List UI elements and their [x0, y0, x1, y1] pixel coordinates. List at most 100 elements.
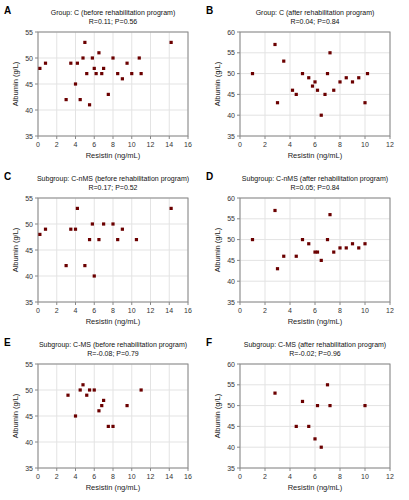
point — [251, 72, 254, 75]
tick-mark — [237, 94, 240, 95]
point — [328, 213, 331, 216]
point — [81, 383, 84, 386]
tick-mark — [35, 442, 38, 443]
point — [326, 238, 329, 241]
point — [116, 238, 119, 241]
tick-mark — [35, 302, 38, 303]
point — [97, 51, 100, 54]
grid-line — [265, 32, 266, 136]
point — [326, 383, 329, 386]
panel: 024681012354045505560Resistin (ng/mL)Alb… — [206, 171, 394, 326]
tick-mark — [35, 32, 38, 33]
tick-label: 55 — [25, 195, 33, 202]
plot-frame — [240, 198, 390, 302]
tick-mark — [365, 302, 366, 305]
tick-mark — [290, 468, 291, 471]
grid-line — [240, 115, 390, 116]
tick-mark — [35, 136, 38, 137]
point — [363, 101, 366, 104]
tick-mark — [35, 58, 38, 59]
tick-mark — [113, 468, 114, 471]
point — [38, 67, 41, 70]
tick-mark — [188, 468, 189, 471]
tick-label: 60 — [227, 361, 235, 368]
tick-mark — [237, 115, 240, 116]
tick-label: 45 — [25, 413, 33, 420]
tick-label: 50 — [25, 55, 33, 62]
point — [363, 242, 366, 245]
point — [79, 98, 82, 101]
tick-label: 8 — [111, 473, 115, 480]
tick-label: 16 — [184, 141, 192, 148]
tick-mark — [56, 136, 57, 139]
tick-label: 0 — [238, 307, 242, 314]
point — [88, 388, 91, 391]
point — [88, 238, 91, 241]
point — [125, 404, 128, 407]
tick-label: 35 — [25, 299, 33, 306]
point — [320, 446, 323, 449]
tick-mark — [390, 136, 391, 139]
grid-line — [340, 198, 341, 302]
tick-mark — [365, 136, 366, 139]
y-axis-label: Albumin (g/L) — [11, 227, 20, 272]
point — [338, 246, 341, 249]
grid-line — [38, 250, 188, 251]
panel-title: Subgroup: C-nMS (after rehabilitation pr… — [242, 175, 388, 191]
tick-label: 12 — [147, 141, 155, 148]
point — [74, 82, 77, 85]
tick-mark — [35, 110, 38, 111]
panel-title: Group: C (after rehabilitation program)R… — [256, 9, 375, 25]
tick-label: 12 — [147, 307, 155, 314]
tick-mark — [35, 390, 38, 391]
point — [66, 394, 69, 397]
point — [83, 264, 86, 267]
tick-label: 12 — [386, 307, 394, 314]
points — [66, 383, 142, 428]
tick-mark — [290, 136, 291, 139]
tick-mark — [340, 468, 341, 471]
tick-mark — [237, 218, 240, 219]
figure: 02468101214163540455055Resistin (ng/mL)A… — [0, 0, 409, 500]
tick-mark — [56, 302, 57, 305]
tick-label: 0 — [36, 307, 40, 314]
tick-mark — [150, 468, 151, 471]
point — [366, 72, 369, 75]
tick-mark — [113, 302, 114, 305]
point — [345, 76, 348, 79]
point — [93, 67, 96, 70]
y-axis-label: Albumin (g/L) — [11, 61, 20, 106]
tick-mark — [365, 468, 366, 471]
tick-mark — [131, 302, 132, 305]
tick-label: 8 — [111, 141, 115, 148]
tick-label: 35 — [227, 299, 235, 306]
tick-mark — [237, 447, 240, 448]
point — [69, 62, 72, 65]
panel: 02468101214163540455055Resistin (ng/mL)A… — [4, 337, 192, 492]
grid-line — [38, 84, 188, 85]
x-axis-label: Resistin (ng/mL) — [288, 483, 343, 492]
grid-line — [240, 447, 390, 448]
point — [91, 222, 94, 225]
point — [65, 264, 68, 267]
point — [320, 114, 323, 117]
grid-line — [365, 32, 366, 136]
tick-mark — [113, 136, 114, 139]
point — [323, 93, 326, 96]
tick-label: 2 — [263, 473, 267, 480]
tick-mark — [169, 136, 170, 139]
grid-line — [340, 32, 341, 136]
tick-mark — [265, 136, 266, 139]
point — [316, 89, 319, 92]
point — [85, 72, 88, 75]
tick-mark — [390, 302, 391, 305]
point — [326, 72, 329, 75]
tick-mark — [237, 73, 240, 74]
tick-label: 55 — [227, 49, 235, 56]
tick-label: 35 — [227, 465, 235, 472]
tick-mark — [315, 468, 316, 471]
point — [130, 72, 133, 75]
point — [88, 103, 91, 106]
tick-label: 35 — [227, 133, 235, 140]
x-axis-label: Resistin (ng/mL) — [86, 483, 141, 492]
